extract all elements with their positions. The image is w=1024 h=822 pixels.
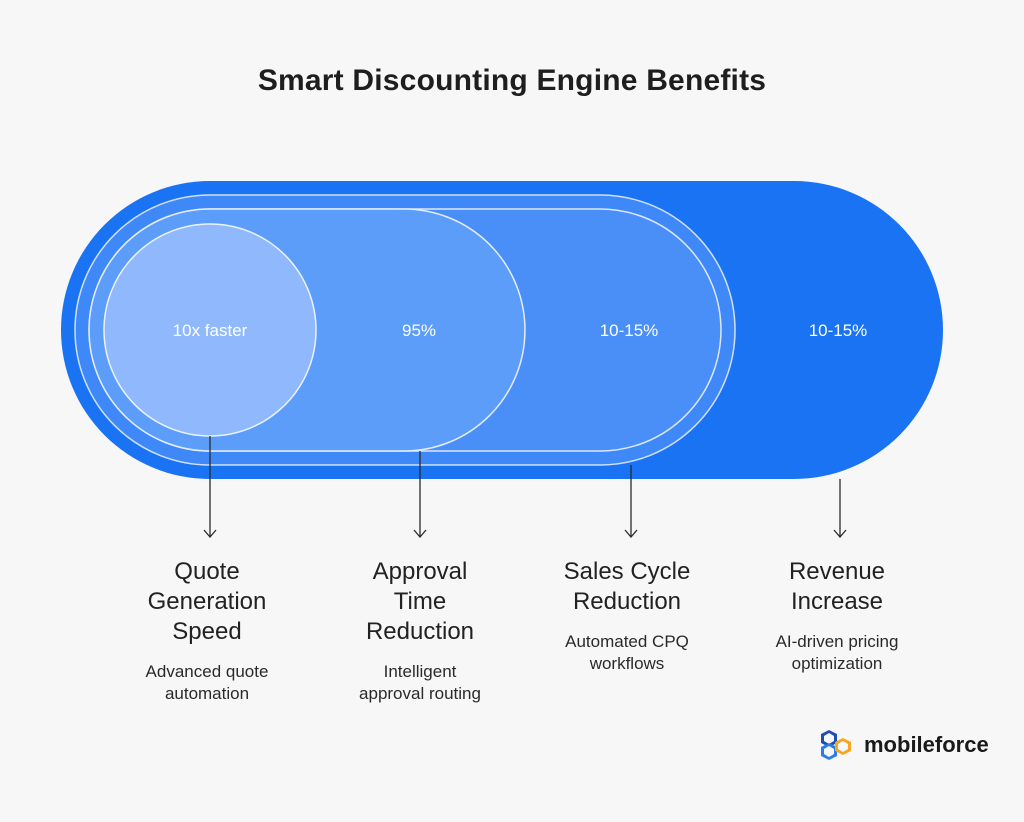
stage-heading: Sales Cycle Reduction (563, 558, 691, 615)
stage-heading: Approval Time Reduction (365, 558, 475, 645)
page-title: Smart Discounting Engine Benefits (257, 64, 767, 97)
stage-description: Intelligent approval routing (359, 662, 481, 703)
stage-description: AI-driven pricing optimization (775, 632, 899, 673)
arrow-down-icon (833, 479, 847, 538)
value-label-sales-cycle: 10-15% (600, 321, 659, 340)
arrow-down-icon (624, 465, 638, 538)
stage-quote-speed: Quote Generation Speed Advanced quote au… (107, 557, 307, 705)
stage-revenue: Revenue Increase AI-driven pricing optim… (737, 557, 937, 675)
mobileforce-logo: mobileforce (818, 728, 989, 762)
arrow-down-icon (413, 451, 427, 538)
stage-heading: Quote Generation Speed (147, 558, 267, 645)
value-label-revenue: 10-15% (809, 321, 868, 340)
stage-heading: Revenue Increase (788, 558, 886, 615)
stage-description: Automated CPQ workflows (565, 632, 689, 673)
value-label-quote: 10x faster (173, 321, 248, 340)
value-label-approval: 95% (402, 321, 436, 340)
mobileforce-logo-icon (821, 730, 851, 760)
stage-description: Advanced quote automation (145, 662, 269, 703)
logo-wordmark: mobileforce (864, 732, 989, 757)
arrow-down-icon (203, 436, 217, 538)
stage-approval-time: Approval Time Reduction Intelligent appr… (320, 557, 520, 705)
stage-sales-cycle: Sales Cycle Reduction Automated CPQ work… (527, 557, 727, 675)
